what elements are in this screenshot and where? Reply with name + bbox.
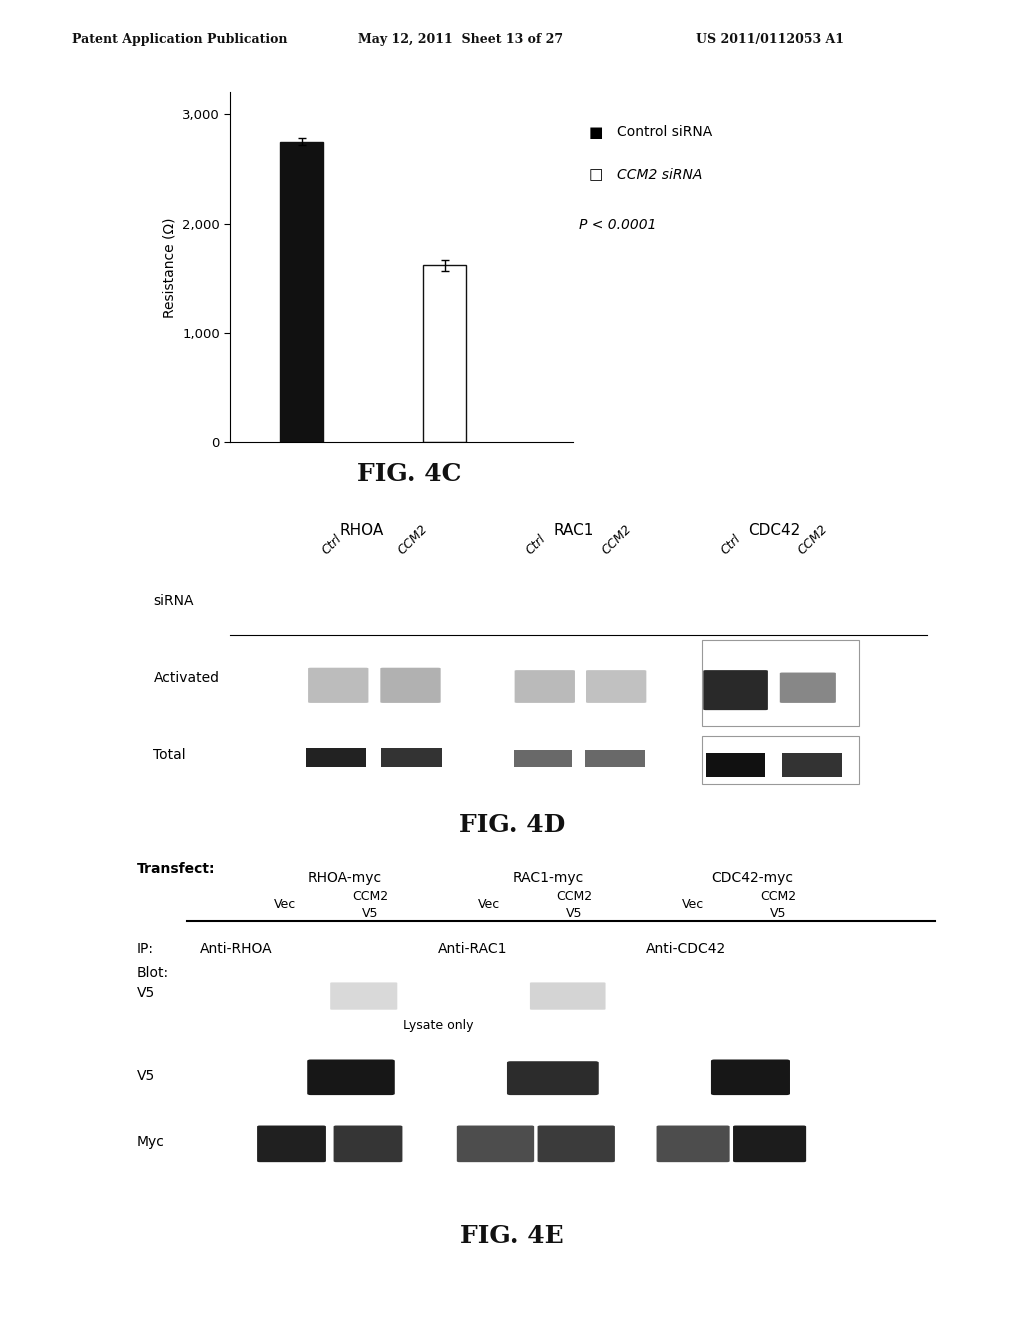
Text: V5: V5 xyxy=(361,907,379,920)
Text: V5: V5 xyxy=(136,986,155,1001)
Bar xyxy=(281,141,324,442)
Text: □: □ xyxy=(589,168,603,182)
Text: Ctrl: Ctrl xyxy=(319,533,344,557)
Bar xyxy=(514,750,571,767)
Text: Vec: Vec xyxy=(682,899,705,911)
Text: V5: V5 xyxy=(136,1069,155,1084)
Text: Control siRNA: Control siRNA xyxy=(617,125,713,140)
Text: Vec: Vec xyxy=(274,899,296,911)
Bar xyxy=(701,737,859,784)
Text: RHOA-myc: RHOA-myc xyxy=(307,871,382,884)
Text: Patent Application Publication: Patent Application Publication xyxy=(72,33,287,46)
Text: IP:: IP: xyxy=(136,941,154,956)
Text: CCM2: CCM2 xyxy=(760,890,796,903)
Text: V5: V5 xyxy=(566,907,583,920)
Text: RAC1: RAC1 xyxy=(554,523,594,539)
Text: FIG. 4D: FIG. 4D xyxy=(459,813,565,837)
Text: RAC1-myc: RAC1-myc xyxy=(513,871,585,884)
Text: CDC42-myc: CDC42-myc xyxy=(712,871,794,884)
FancyBboxPatch shape xyxy=(307,1060,395,1096)
Text: CCM2: CCM2 xyxy=(352,890,388,903)
Text: CCM2: CCM2 xyxy=(395,523,430,557)
Text: CCM2: CCM2 xyxy=(600,523,635,557)
Text: Anti-CDC42: Anti-CDC42 xyxy=(646,941,727,956)
FancyBboxPatch shape xyxy=(334,1126,402,1162)
Text: FIG. 4E: FIG. 4E xyxy=(460,1224,564,1247)
Text: Anti-RHOA: Anti-RHOA xyxy=(200,941,272,956)
FancyBboxPatch shape xyxy=(703,671,768,710)
FancyBboxPatch shape xyxy=(529,982,605,1010)
Y-axis label: Resistance (Ω): Resistance (Ω) xyxy=(163,216,177,318)
Text: Vec: Vec xyxy=(478,899,501,911)
FancyBboxPatch shape xyxy=(308,668,369,704)
Text: Ctrl: Ctrl xyxy=(719,533,743,557)
FancyBboxPatch shape xyxy=(330,982,397,1010)
Text: Anti-RAC1: Anti-RAC1 xyxy=(438,941,508,956)
Text: Transfect:: Transfect: xyxy=(136,862,215,876)
FancyBboxPatch shape xyxy=(586,671,646,704)
FancyBboxPatch shape xyxy=(538,1126,614,1162)
FancyBboxPatch shape xyxy=(457,1126,535,1162)
Bar xyxy=(701,639,859,726)
Text: Myc: Myc xyxy=(136,1135,164,1150)
Text: CCM2: CCM2 xyxy=(795,523,829,557)
Text: May 12, 2011  Sheet 13 of 27: May 12, 2011 Sheet 13 of 27 xyxy=(358,33,563,46)
FancyBboxPatch shape xyxy=(515,671,574,704)
Bar xyxy=(585,750,645,767)
Text: FIG. 4C: FIG. 4C xyxy=(357,462,462,486)
Text: Blot:: Blot: xyxy=(136,966,169,979)
Text: CCM2 siRNA: CCM2 siRNA xyxy=(617,168,702,182)
Bar xyxy=(423,265,466,442)
Bar xyxy=(306,748,366,767)
FancyBboxPatch shape xyxy=(380,668,440,704)
Text: Ctrl: Ctrl xyxy=(523,533,548,557)
Text: CCM2: CCM2 xyxy=(556,890,592,903)
Text: Total: Total xyxy=(154,748,186,762)
Bar xyxy=(706,752,765,777)
FancyBboxPatch shape xyxy=(656,1126,730,1162)
Text: CDC42: CDC42 xyxy=(748,523,800,539)
Text: siRNA: siRNA xyxy=(154,594,194,609)
Bar xyxy=(381,748,442,767)
FancyBboxPatch shape xyxy=(507,1061,599,1096)
FancyBboxPatch shape xyxy=(711,1060,790,1096)
Text: V5: V5 xyxy=(770,907,786,920)
Bar xyxy=(782,752,842,777)
FancyBboxPatch shape xyxy=(780,672,836,704)
Text: Activated: Activated xyxy=(154,671,219,685)
Text: ■: ■ xyxy=(589,125,603,140)
Text: P < 0.0001: P < 0.0001 xyxy=(579,218,656,232)
Text: RHOA: RHOA xyxy=(340,523,384,539)
Text: Lysate only: Lysate only xyxy=(402,1019,473,1032)
Text: US 2011/0112053 A1: US 2011/0112053 A1 xyxy=(696,33,845,46)
FancyBboxPatch shape xyxy=(257,1126,326,1162)
FancyBboxPatch shape xyxy=(733,1126,806,1162)
